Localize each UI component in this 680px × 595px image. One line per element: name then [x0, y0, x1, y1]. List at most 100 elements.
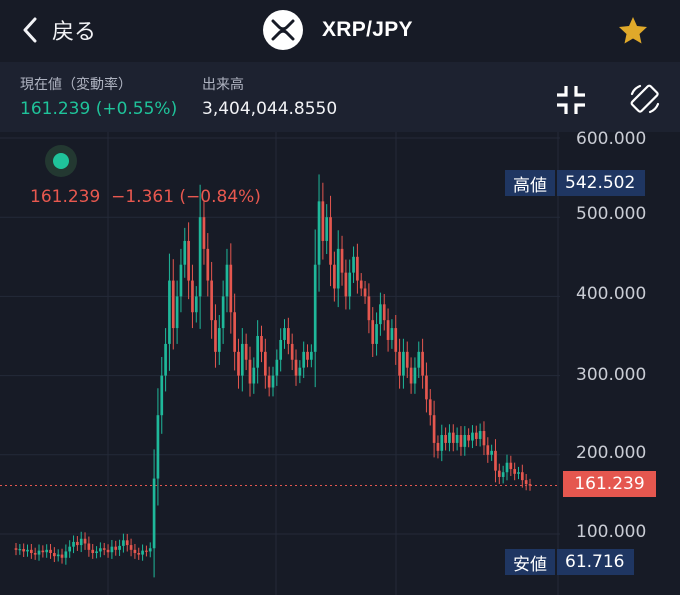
candle	[79, 538, 83, 546]
candle	[156, 415, 160, 479]
candle	[240, 343, 244, 376]
candle	[363, 288, 367, 297]
candle	[141, 550, 144, 555]
candle	[371, 320, 375, 344]
candle	[22, 549, 26, 552]
candle	[375, 324, 378, 344]
candle	[129, 545, 133, 550]
candle	[221, 296, 225, 329]
candle	[37, 550, 41, 555]
candle	[298, 367, 302, 376]
volume-value: 3,404,044.8550	[202, 99, 338, 119]
candle	[413, 367, 417, 384]
candle	[164, 343, 167, 376]
legend-dot-icon	[45, 145, 77, 177]
candle	[33, 553, 37, 555]
candle	[122, 540, 125, 546]
candle	[60, 554, 64, 558]
candle	[168, 280, 171, 344]
top-bar: 戻る XRP/JPY	[0, 0, 680, 62]
candle	[64, 551, 68, 558]
candle	[26, 549, 29, 552]
candle	[528, 484, 532, 486]
candle	[171, 280, 175, 329]
candle	[290, 343, 294, 360]
candle	[260, 336, 263, 352]
candle	[148, 548, 152, 552]
candle	[417, 351, 421, 368]
candle	[244, 343, 248, 360]
candle	[198, 217, 202, 297]
candle	[486, 445, 490, 455]
rotate-screen-icon	[630, 84, 660, 114]
candle	[471, 432, 474, 441]
candle	[99, 548, 102, 552]
candlestick-chart	[0, 132, 560, 595]
candle	[344, 272, 348, 297]
candle	[68, 546, 72, 552]
candle	[436, 442, 440, 451]
current-price-value: 161.239 (+0.55%)	[20, 99, 178, 119]
candle	[45, 549, 49, 553]
y-tick: 200.000	[576, 443, 647, 463]
candle	[394, 328, 398, 352]
candle	[267, 375, 271, 388]
candle	[252, 367, 256, 384]
candle	[287, 328, 290, 344]
candle	[202, 217, 206, 249]
candle	[133, 549, 137, 554]
candle	[478, 431, 482, 439]
candle	[425, 375, 428, 400]
candle	[229, 264, 233, 313]
candle	[517, 472, 520, 474]
y-tick: 300.000	[576, 365, 647, 385]
price-chart[interactable]: 161.239 −1.361 (−0.84%) 600.000 500.000 …	[0, 129, 680, 595]
candle	[95, 551, 98, 554]
candle	[402, 351, 405, 376]
candle	[233, 312, 236, 352]
current-price-label: 現在値（変動率）	[20, 77, 132, 93]
candle	[225, 264, 229, 297]
candle	[14, 548, 18, 550]
pair-header: XRP/JPY	[263, 9, 413, 51]
candle	[440, 435, 444, 451]
star-icon	[619, 17, 647, 44]
favorite-button[interactable]	[618, 16, 648, 48]
candle	[451, 432, 455, 443]
low-tag: 安値 61.716	[505, 549, 635, 575]
candle	[18, 549, 22, 551]
candle	[194, 296, 198, 313]
candle	[49, 549, 52, 554]
candle	[152, 478, 156, 549]
candle	[91, 549, 95, 554]
candle	[509, 462, 513, 470]
candle	[275, 359, 279, 376]
y-tick: 500.000	[576, 204, 647, 224]
candle	[263, 351, 267, 376]
candle	[137, 553, 141, 555]
candle	[501, 472, 505, 477]
candle	[110, 546, 114, 553]
candle	[409, 367, 413, 384]
candle	[379, 304, 382, 325]
rotate-button[interactable]	[628, 82, 662, 120]
candle	[336, 248, 340, 289]
candle	[513, 469, 516, 474]
candle	[53, 553, 56, 557]
candle	[206, 248, 210, 281]
candle	[118, 545, 121, 550]
candle	[524, 480, 528, 485]
last-price-tag: 161.239	[563, 471, 656, 497]
candle	[210, 280, 213, 321]
candle	[279, 339, 283, 360]
back-button[interactable]: 戻る	[22, 12, 96, 48]
candle	[329, 217, 332, 265]
candle	[187, 240, 190, 281]
candle	[214, 320, 217, 352]
candle	[114, 546, 118, 550]
candle	[359, 280, 363, 289]
candle	[145, 550, 148, 552]
candle	[482, 431, 486, 446]
candle	[283, 328, 286, 340]
collapse-button[interactable]	[555, 84, 587, 120]
